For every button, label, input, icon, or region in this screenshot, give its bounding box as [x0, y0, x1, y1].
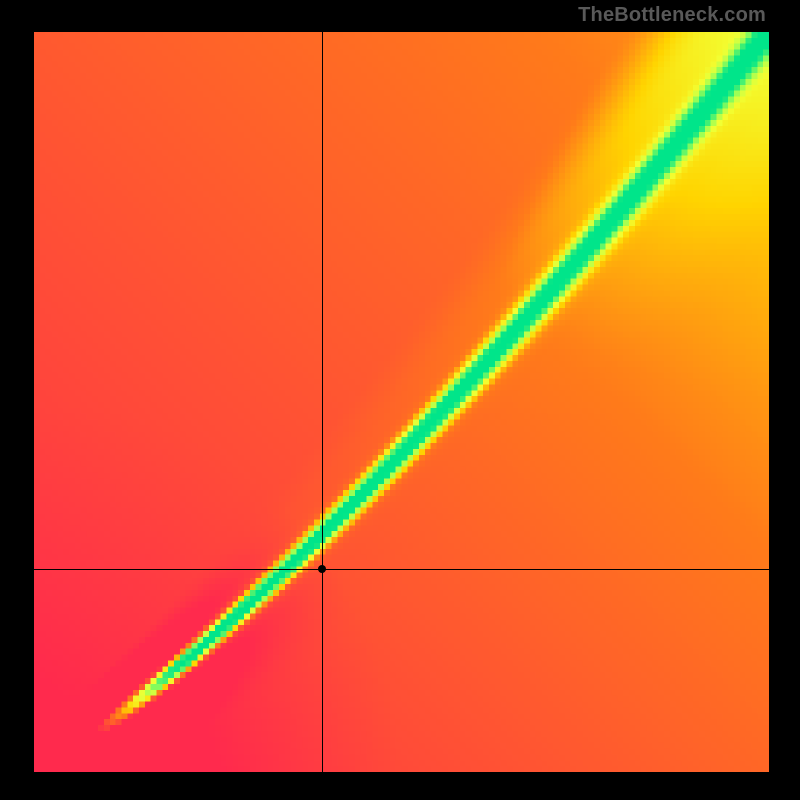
- crosshair-point: [318, 565, 326, 573]
- heatmap-plot-area: [34, 32, 769, 772]
- watermark-text: TheBottleneck.com: [578, 4, 766, 27]
- heatmap-canvas: [34, 32, 769, 772]
- crosshair-horizontal: [34, 569, 769, 570]
- crosshair-vertical: [322, 32, 323, 772]
